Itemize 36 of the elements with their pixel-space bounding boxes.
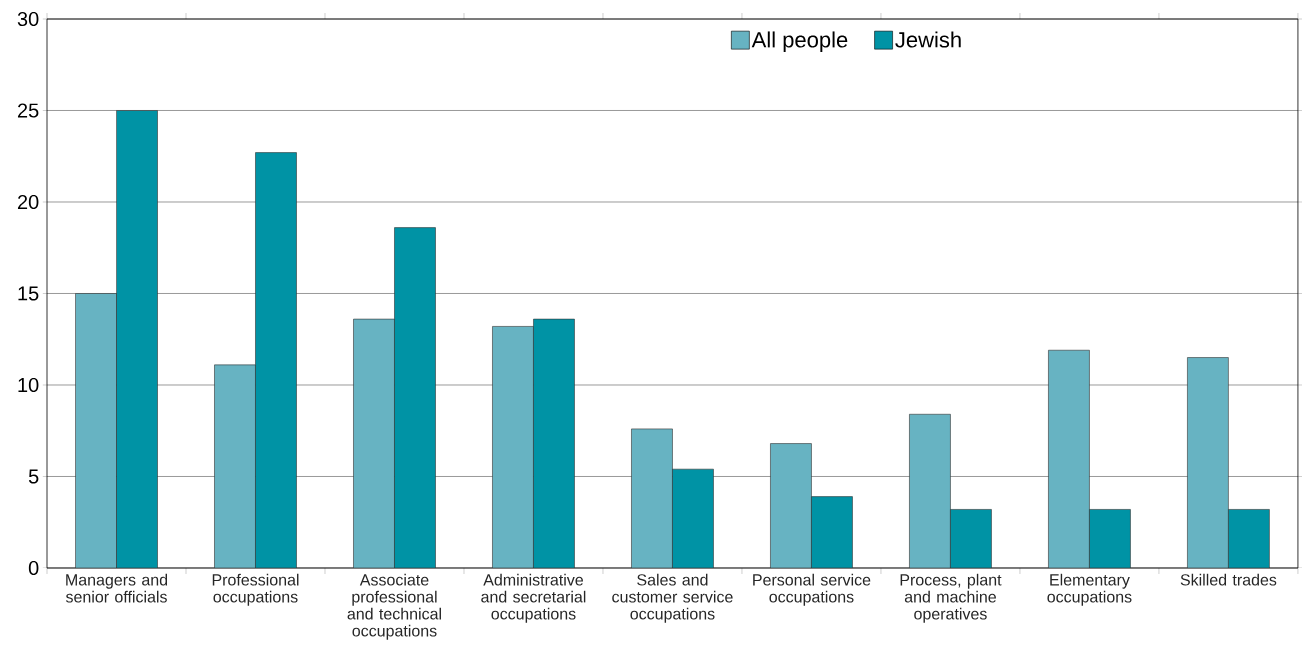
x-tick-label: Associate professional and technical occupations	[347, 573, 441, 640]
x-tick-label: Managers and senior officials	[65, 573, 168, 603]
y-tick-label: 15	[18, 286, 39, 301]
bar	[116, 110, 158, 568]
bar	[811, 496, 853, 568]
bar	[631, 428, 673, 568]
bar	[1089, 509, 1131, 568]
y-tick-label: 25	[17, 103, 39, 118]
x-tick-label: Personal service occupations	[753, 573, 871, 606]
bar	[950, 509, 992, 568]
bar	[533, 318, 575, 568]
legend-label: Jewish	[895, 31, 961, 48]
y-tick-label: 5	[28, 469, 39, 484]
bar	[770, 443, 812, 568]
bar	[394, 227, 436, 568]
x-tick-label: Process, plant and machine operatives	[900, 573, 1002, 623]
bar	[1048, 349, 1090, 568]
bar	[492, 326, 534, 568]
bar	[75, 293, 117, 568]
bar	[1228, 509, 1270, 568]
bar	[353, 318, 395, 568]
bar	[672, 468, 714, 568]
bar	[909, 413, 951, 568]
bar	[214, 364, 256, 568]
x-tick-label: Elementary occupations	[1047, 573, 1132, 606]
x-tick-label: Skilled trades	[1180, 573, 1277, 586]
x-tick-label: Sales and customer service occupations	[612, 573, 733, 623]
bar	[255, 152, 297, 568]
x-tick-label: Professional occupations	[212, 573, 299, 606]
y-tick-label: 30	[17, 11, 39, 27]
legend-label: All people	[751, 31, 848, 52]
y-tick-label: 10	[18, 377, 39, 393]
y-tick-label: 0	[28, 560, 39, 576]
x-tick-label: Administrative and secretarial occupations	[481, 573, 586, 623]
y-tick-label: 20	[17, 194, 39, 210]
bar	[1187, 357, 1229, 568]
